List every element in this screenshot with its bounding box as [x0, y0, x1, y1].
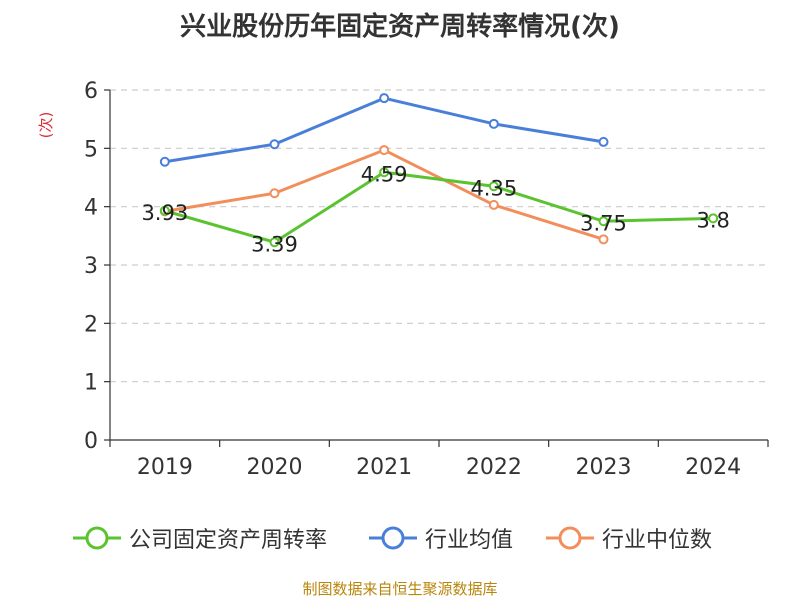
y-axis-label: (次): [37, 112, 55, 139]
y-tick-label: 3: [84, 254, 98, 279]
data-point: [598, 216, 609, 227]
data-point: [488, 118, 499, 129]
data-point: [379, 145, 390, 156]
x-tick-label: 2023: [576, 455, 632, 480]
legend-label: 行业中位数: [602, 528, 713, 553]
data-point: [269, 188, 280, 199]
legend-label: 行业均值: [425, 528, 514, 553]
y-tick-label: 1: [84, 371, 98, 396]
data-label: 3.93: [141, 201, 188, 225]
x-tick-label: 2019: [137, 455, 193, 480]
y-tick-label: 4: [84, 196, 98, 221]
data-point: [488, 199, 499, 210]
data-label: 3.39: [251, 232, 298, 256]
data-point: [379, 93, 390, 104]
gridlines: [110, 89, 768, 383]
chart-title: 兴业股份历年固定资产周转率情况(次): [180, 12, 620, 42]
data-point: [708, 213, 719, 224]
data-label: 3.75: [580, 211, 627, 235]
data-point: [598, 136, 609, 147]
x-tick-label: 2022: [466, 455, 522, 480]
legend-item-0[interactable]: 公司固定资产周转率: [73, 522, 327, 554]
data-label: 3.8: [696, 208, 729, 232]
y-tick-label: 0: [84, 429, 98, 454]
axes: 0 1 2 3 4 5 6 2019 2020 2021 2022 2023 2024: [84, 79, 769, 480]
data-point: [598, 234, 609, 245]
data-point: [269, 139, 280, 150]
data-point: [488, 181, 499, 192]
data-point: [159, 156, 170, 167]
data-labels: 3.93 3.39 4.59 4.35 3.75 3.8: [141, 162, 729, 256]
legend: 公司固定资产周转率 行业均值 行业中位数: [0, 522, 800, 554]
legend-line-marker-icon: [546, 526, 594, 550]
data-label: 4.59: [361, 162, 408, 186]
data-label: 4.35: [470, 176, 517, 200]
x-tick-label: 2024: [685, 455, 741, 480]
series-line-0: [164, 170, 714, 244]
y-tick-label: 5: [84, 137, 98, 162]
legend-line-marker-icon: [73, 526, 121, 550]
y-tick-label: 6: [84, 79, 98, 104]
legend-label: 公司固定资产周转率: [129, 528, 328, 553]
data-point: [269, 237, 280, 248]
source-note: 制图数据来自恒生聚源数据库: [302, 580, 498, 598]
data-point: [379, 167, 390, 178]
x-tick-label: 2020: [247, 455, 303, 480]
legend-item-1[interactable]: 行业均值: [369, 522, 513, 554]
x-tick-label: 2021: [356, 455, 412, 480]
series-lines: [159, 93, 719, 248]
y-tick-label: 2: [84, 312, 98, 337]
legend-item-2[interactable]: 行业中位数: [546, 522, 712, 554]
data-point: [159, 205, 170, 216]
legend-line-marker-icon: [369, 526, 417, 550]
